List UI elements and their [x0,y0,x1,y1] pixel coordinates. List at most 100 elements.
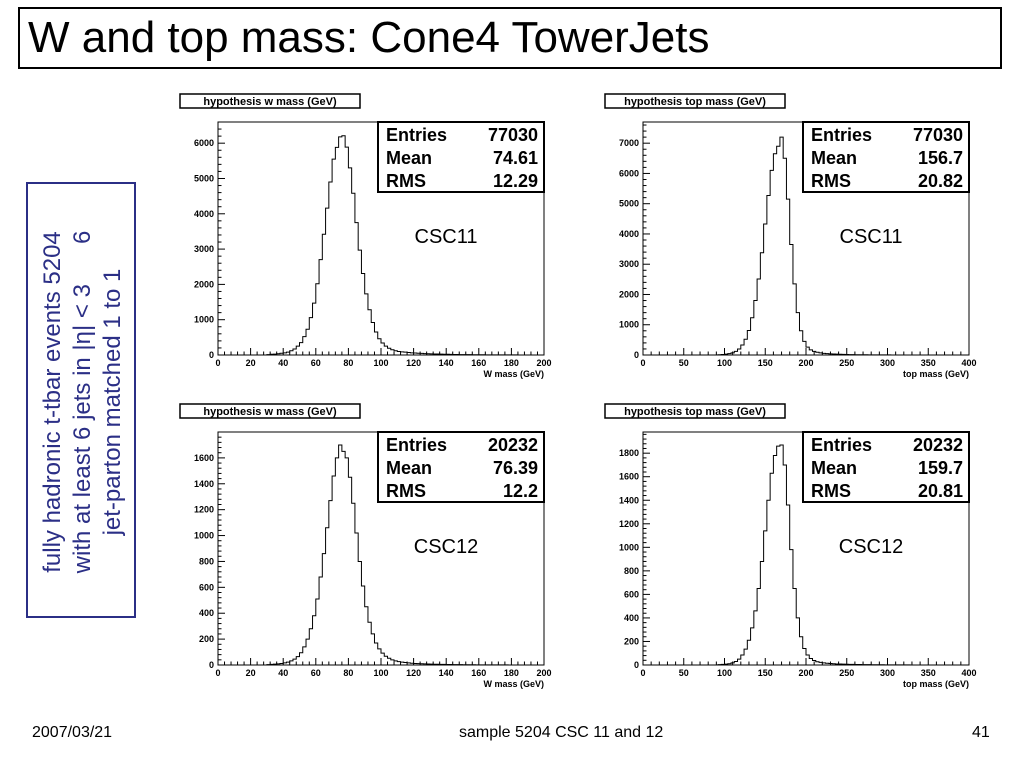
histogram-line [643,136,969,356]
top-mass-csc12-histogram: hypothesis top mass (GeV) 0 50 100 150 200 250… [604,403,977,689]
stats-entries-value: 77030 [488,125,538,145]
y-tick-label: 0 [209,660,214,670]
x-tick-label: 120 [406,668,421,678]
selection-note-annotation: 6 [69,230,96,245]
y-tick-label: 3000 [619,259,639,269]
y-tick-label: 1600 [194,453,214,463]
hist-title: hypothesis w mass (GeV) [203,96,337,108]
x-tick-label: 50 [679,358,689,368]
x-axis-label: top mass (GeV) [903,679,969,689]
x-tick-label: 60 [311,358,321,368]
y-tick-label: 1800 [619,448,639,458]
x-tick-label: 200 [536,358,551,368]
y-tick-label: 600 [624,589,639,599]
x-tick-label: 50 [679,668,689,678]
stats-entries-value: 20232 [913,435,963,455]
x-tick-label: 40 [278,668,288,678]
x-tick-label: 0 [640,358,645,368]
y-tick-label: 3000 [194,244,214,254]
x-tick-label: 200 [798,668,813,678]
stats-rms-label: RMS [386,171,426,191]
y-tick-label: 2000 [194,279,214,289]
y-tick-label: 6000 [619,168,639,178]
x-tick-label: 100 [717,358,732,368]
y-tick-label: 1000 [619,542,639,552]
x-tick-label: 300 [880,358,895,368]
x-tick-label: 200 [536,668,551,678]
hist-title: hypothesis w mass (GeV) [203,406,337,418]
x-axis-label: W mass (GeV) [483,369,544,379]
x-tick-label: 150 [758,668,773,678]
selection-note-box: fully hadronic t-tbar events 5204 with a… [26,182,136,618]
x-tick-label: 160 [471,668,486,678]
footer-title: sample 5204 CSC 11 and 12 [459,724,664,741]
hist-title-box [604,93,786,109]
stats-mean-label: Mean [811,458,857,478]
sample-annotation: CSC12 [839,536,903,558]
x-tick-label: 80 [343,358,353,368]
x-tick-label: 200 [798,358,813,368]
stats-entries-label: Entries [811,125,872,145]
stats-mean-label: Mean [386,458,432,478]
y-tick-label: 1400 [619,495,639,505]
stats-rms-label: RMS [811,171,851,191]
x-tick-label: 100 [717,668,732,678]
x-tick-label: 60 [311,668,321,678]
x-tick-label: 140 [439,358,454,368]
y-tick-label: 1000 [194,531,214,541]
footer-page-number: 41 [972,724,990,741]
sample-annotation: CSC11 [840,226,903,248]
stats-rms-value: 12.29 [493,171,538,191]
y-tick-label: 200 [199,634,214,644]
y-tick-label: 1000 [619,320,639,330]
stats-mean-label: Mean [386,148,432,168]
x-tick-label: 80 [343,668,353,678]
y-tick-label: 4000 [619,229,639,239]
y-tick-label: 800 [199,556,214,566]
stats-box [377,431,545,503]
selection-note-line-3: jet-parton matched 1 to 1 [99,268,126,536]
y-tick-label: 0 [634,350,639,360]
x-tick-label: 180 [504,358,519,368]
stats-rms-value: 20.82 [918,171,963,191]
stats-mean-value: 74.61 [493,148,538,168]
x-tick-label: 250 [839,358,854,368]
w-mass-csc11-histogram: hypothesis w mass (GeV) 0 20 40 60 80 100 120 14… [179,93,552,379]
stats-box [377,121,545,193]
y-tick-label: 600 [199,582,214,592]
y-tick-label: 200 [624,636,639,646]
x-axis-label: top mass (GeV) [903,369,969,379]
y-tick-label: 5000 [619,199,639,209]
hist-title-box [179,403,361,419]
top-mass-csc11-histogram: hypothesis top mass (GeV) 0 50 100 150 200 250… [604,93,977,379]
footer-date: 2007/03/21 [32,724,113,741]
histogram-line [218,444,544,666]
histogram-line [643,444,969,666]
x-tick-label: 20 [246,358,256,368]
stats-entries-value: 20232 [488,435,538,455]
slide-title-box: W and top mass: Cone4 TowerJets [18,7,1002,69]
hist-title: hypothesis top mass (GeV) [624,96,766,108]
x-tick-label: 150 [758,358,773,368]
sample-annotation: CSC12 [414,536,478,558]
stats-box [802,431,970,503]
selection-note: fully hadronic t-tbar events 5204 with a… [38,192,128,612]
x-tick-label: 100 [373,668,388,678]
slide-title: W and top mass: Cone4 TowerJets [28,13,710,62]
stats-rms-label: RMS [386,481,426,501]
y-tick-label: 6000 [194,138,214,148]
selection-note-line-2: with at least 6 jets in |η| < 3 [69,284,96,574]
stats-mean-value: 156.7 [918,148,963,168]
stats-mean-label: Mean [811,148,857,168]
sample-annotation: CSC11 [415,226,478,248]
x-tick-label: 40 [278,358,288,368]
hist-title: hypothesis top mass (GeV) [624,406,766,418]
x-tick-label: 140 [439,668,454,678]
hist-title-box [179,93,361,109]
y-tick-label: 0 [634,660,639,670]
stats-rms-value: 12.2 [503,481,538,501]
x-tick-label: 0 [215,358,220,368]
selection-note-line-2-row: with at least 6 jets in |η| < 3 6 [68,192,98,612]
y-tick-label: 2000 [619,289,639,299]
y-tick-label: 7000 [619,138,639,148]
